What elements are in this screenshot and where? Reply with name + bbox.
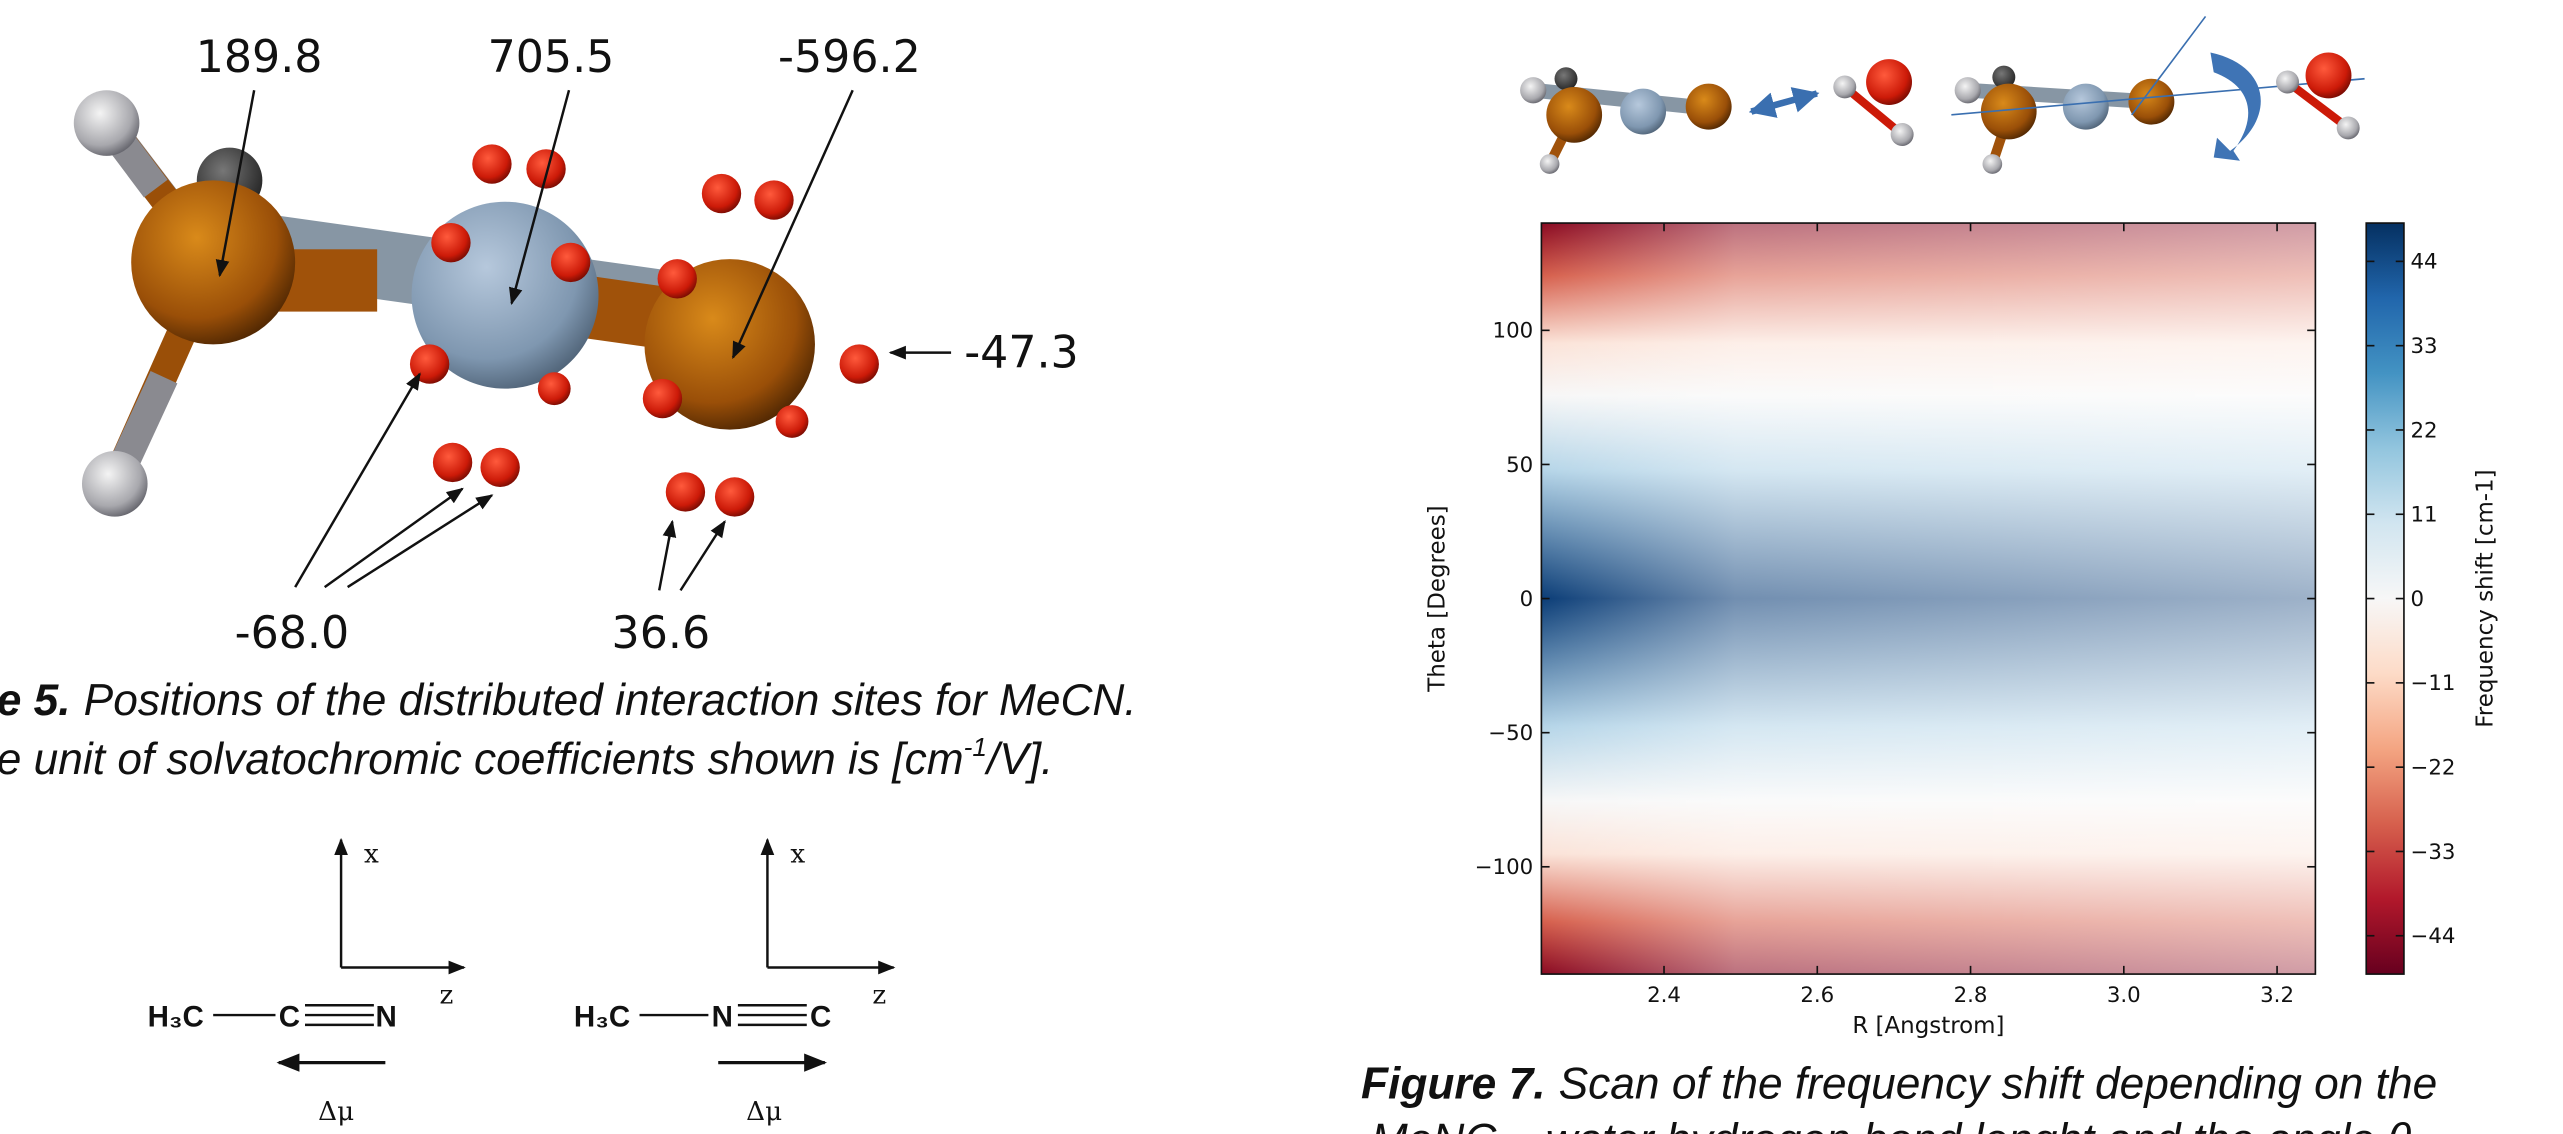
heatmap-fade (1541, 223, 2316, 975)
x-tick-label: 2.4 (1647, 983, 1681, 1008)
y-tick-label: 0 (1520, 587, 1534, 612)
axis-label: z (872, 981, 886, 1011)
arrows (215, 89, 952, 592)
scan-cartoon (1520, 15, 2365, 174)
colorbar-tick-label: 0 (2410, 587, 2424, 612)
colorbar-tick-label: 11 (2410, 503, 2437, 528)
atom-label: H₃C (574, 1001, 630, 1034)
site-label: -596.2 (778, 32, 921, 83)
colorbar-tick-label: 44 (2410, 250, 2437, 275)
x-tick-label: 3.2 (2260, 983, 2294, 1008)
y-axis-label: Theta [Degrees] (1425, 505, 1451, 692)
caption-text: Scan of the frequency shift depending on… (1559, 1060, 2438, 1109)
caption-superscript: -1 (964, 732, 987, 762)
dipole-label: Δμ (318, 1097, 354, 1127)
figure7-caption: Figure 7. Scan of the frequency shift dep… (1361, 1060, 2437, 1109)
colorbar-label: Frequency shift [cm-1] (2472, 469, 2498, 727)
atom-c (644, 259, 815, 430)
colorbar-tick-label: −11 (2410, 671, 2455, 696)
figure7-caption: MeNC – water hydrogen bond lenght and th… (1371, 1115, 2424, 1134)
bond (278, 249, 378, 312)
y-tick-label: 100 (1493, 319, 1534, 344)
atom-label: C (810, 1001, 831, 1034)
colorbar-tick-label: 33 (2410, 334, 2437, 359)
y-tick-label: −100 (1475, 855, 1534, 880)
figure5-caption: e unit of solvatochromic coefficients sh… (0, 732, 1053, 784)
x-tick-label: 2.8 (1954, 983, 1988, 1008)
atom-h (73, 90, 140, 156)
caption-text: /V]. (984, 735, 1053, 784)
interaction-sites (409, 144, 879, 517)
caption-text: Positions of the distributed interaction… (84, 676, 1137, 725)
atom-label: N (712, 1001, 733, 1034)
atom-label: N (376, 1001, 397, 1034)
x-tick-label: 3.0 (2107, 983, 2141, 1008)
atom-c (131, 180, 296, 345)
lewis-structure: x z H₃C C N Δμ (148, 837, 466, 1127)
colorbar-tick-label: −33 (2410, 840, 2455, 865)
heatmap-plot: R [Angstrom] Theta [Degrees] Frequency s… (1425, 222, 2498, 1039)
site-label: -68.0 (235, 608, 350, 659)
atom-label: H₃C (148, 1001, 204, 1034)
axis-label: x (790, 840, 805, 870)
dipole-label: Δμ (746, 1097, 782, 1127)
x-tick-label: 2.6 (1800, 983, 1834, 1008)
caption-text: e unit of solvatochromic coefficients sh… (0, 735, 964, 784)
x-axis-label: R [Angstrom] (1852, 1013, 2004, 1039)
colorbar-tick-label: 22 (2410, 418, 2437, 443)
atom-label: C (279, 1001, 300, 1034)
atom-h (81, 450, 148, 517)
colorbar-tick-label: −44 (2410, 924, 2455, 949)
site-label: -47.3 (964, 327, 1079, 378)
site-label: 705.5 (488, 32, 615, 83)
lewis-structure: x z H₃C N C Δμ (574, 837, 896, 1127)
site-label: 189.8 (196, 32, 323, 83)
molecule-figure: 189.8 705.5 -596.2 -47.3 -68.0 36.6 (73, 32, 1079, 659)
y-tick-label: −50 (1488, 721, 1533, 746)
site-label: 36.6 (612, 608, 711, 659)
caption-number: e 5. (0, 676, 71, 725)
axis-label: x (364, 840, 379, 870)
figure5-caption: e 5. Positions of the distributed interac… (0, 676, 1137, 725)
axis-label: z (439, 981, 453, 1011)
y-tick-label: 50 (1506, 453, 1533, 478)
colorbar-tick-label: −22 (2410, 756, 2455, 781)
caption-number: Figure 7. (1361, 1060, 1545, 1109)
